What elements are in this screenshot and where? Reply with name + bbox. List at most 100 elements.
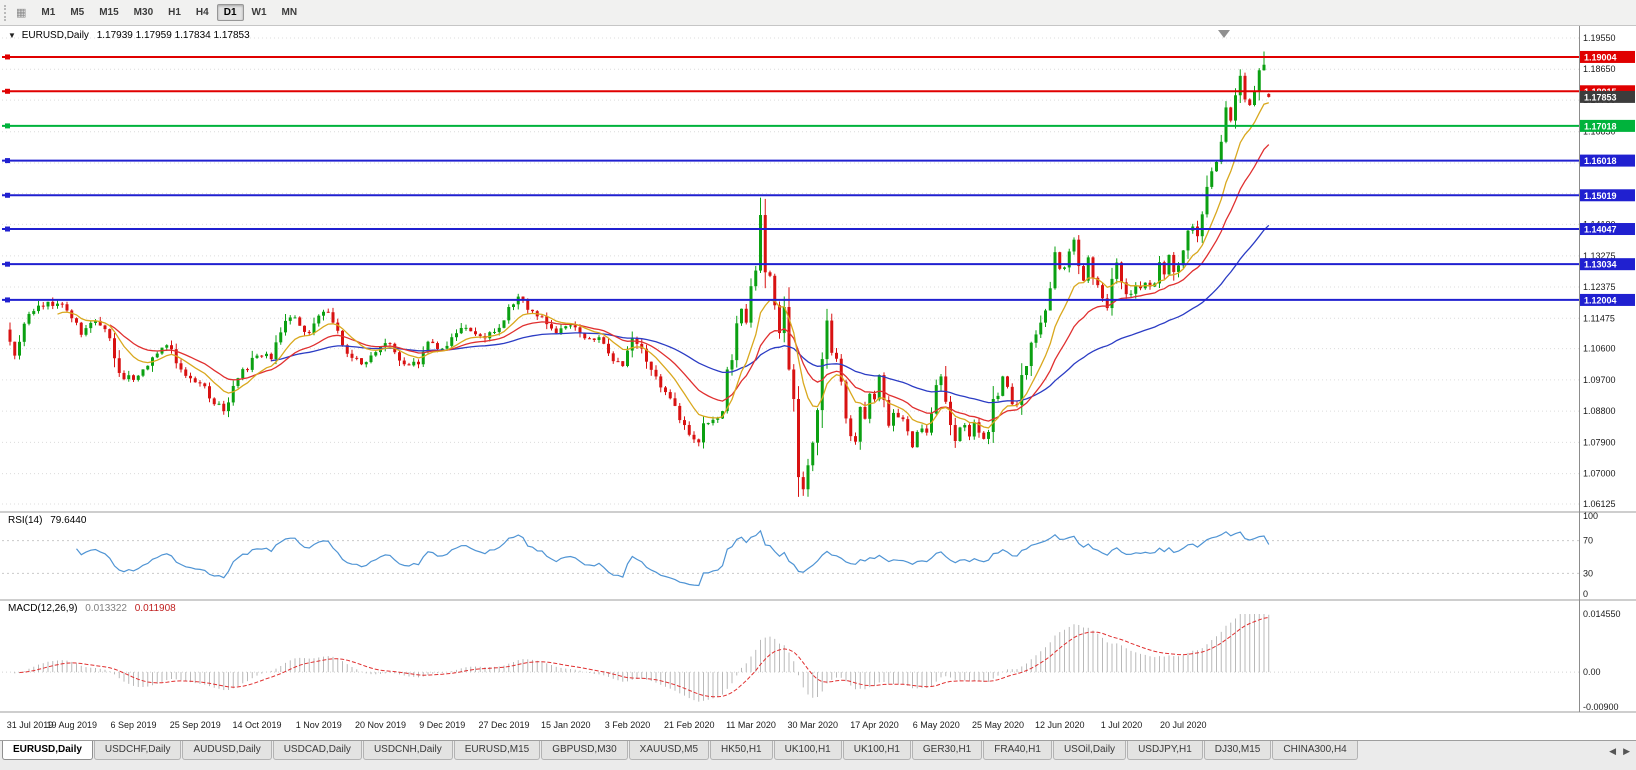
timeframes-icon[interactable]: ▦: [16, 7, 27, 19]
candle-body: [944, 376, 948, 402]
chart-tab-USDCNH-Daily[interactable]: USDCNH,Daily: [362, 741, 453, 760]
date-tick-label: 6 Sep 2019: [110, 720, 156, 730]
chart-tab-FRA40-H1[interactable]: FRA40,H1: [983, 741, 1052, 760]
candle-body: [440, 348, 444, 350]
candle-body: [350, 353, 354, 358]
candle-body: [246, 369, 249, 371]
price-level-badge-label: 1.13034: [1584, 260, 1617, 270]
chart-tab-GER30-H1[interactable]: GER30,H1: [911, 741, 983, 760]
candle-body: [493, 331, 496, 333]
chart-tab-EURUSD-Daily[interactable]: EURUSD,Daily: [2, 741, 93, 760]
timeframe-button-D1[interactable]: D1: [216, 4, 244, 21]
tab-scroll-arrows: ◀ ▶: [1609, 746, 1630, 757]
chart-tab-UK100-H1[interactable]: UK100,H1: [773, 741, 842, 760]
candle-body: [1101, 285, 1104, 299]
chart-shift-marker[interactable]: [1218, 30, 1230, 38]
chart-tab-UK100-H1[interactable]: UK100,H1: [842, 741, 911, 760]
timeframe-button-H4[interactable]: H4: [195, 7, 209, 18]
price-level-badge: [1580, 189, 1635, 202]
candle-body: [412, 361, 416, 366]
candle-body: [383, 343, 387, 347]
candle-body: [502, 320, 506, 328]
level-drag-handle[interactable]: [5, 226, 10, 232]
candle-body: [345, 345, 349, 354]
chart-tab-AUDUSD-Daily[interactable]: AUDUSD,Daily: [182, 741, 272, 760]
candle-body: [1158, 262, 1161, 284]
candle-body: [13, 341, 17, 356]
timeframe-button-H1[interactable]: H1: [168, 7, 181, 18]
candle-body: [706, 423, 710, 425]
candle-body: [616, 361, 620, 363]
candle-body: [407, 364, 411, 366]
candle-body: [877, 375, 881, 400]
candle-body: [968, 425, 971, 437]
level-drag-handle[interactable]: [5, 54, 10, 60]
candle-body: [1248, 99, 1252, 105]
candle-body: [730, 360, 734, 370]
candle-body: [811, 442, 815, 466]
macd-tick-label: -0.00900: [1583, 702, 1619, 712]
candle-body: [51, 301, 55, 306]
chart-tab-HK50-H1[interactable]: HK50,H1: [710, 741, 773, 760]
timeframe-button-M1[interactable]: M1: [41, 7, 56, 18]
chart-tab-USDCAD-Daily[interactable]: USDCAD,Daily: [272, 741, 362, 760]
window-menu-icon[interactable]: ▼: [8, 31, 16, 40]
timeframe-button-W1[interactable]: W1: [251, 7, 267, 18]
candle-body: [645, 348, 648, 362]
date-tick-label: 12 Jun 2020: [1035, 720, 1085, 730]
toolbar-grip[interactable]: [4, 4, 10, 21]
level-drag-handle[interactable]: [5, 297, 10, 303]
chart-tab-DJ30-M15[interactable]: DJ30,M15: [1203, 741, 1272, 760]
ma-fast-line: [57, 102, 1269, 429]
level-drag-handle[interactable]: [5, 158, 10, 164]
timeframe-button-M15[interactable]: M15: [99, 7, 119, 18]
level-drag-handle[interactable]: [5, 123, 10, 129]
tab-scroll-right-button[interactable]: ▶: [1623, 746, 1630, 756]
candle-body: [906, 419, 910, 432]
chart-tab-EURUSD-M15[interactable]: EURUSD,M15: [453, 741, 541, 760]
candle-body: [1067, 251, 1071, 268]
candle-body: [839, 358, 843, 382]
timeframe-button-M30[interactable]: M30: [133, 7, 154, 18]
candle-body: [801, 477, 805, 490]
chart-tab-GBPUSD-M30[interactable]: GBPUSD,M30: [541, 741, 628, 760]
chart-title-bar: ▼ EURUSD,Daily 1.17939 1.17959 1.17834 1…: [8, 30, 255, 41]
chart-tab-USDJPY-H1[interactable]: USDJPY,H1: [1127, 741, 1203, 760]
timeframe-button-M5[interactable]: M5: [70, 7, 85, 18]
candle-body: [307, 331, 311, 334]
date-tick-label: 25 Sep 2019: [170, 720, 221, 730]
candle-body: [1148, 282, 1152, 287]
price-level-badge-label: 1.12004: [1584, 295, 1617, 305]
price-level-badge: [1580, 50, 1635, 63]
candle-body: [588, 338, 591, 340]
chart-tab-USDCHF-Daily[interactable]: USDCHF,Daily: [93, 741, 182, 760]
candle-body: [322, 311, 325, 316]
candle-body: [1120, 262, 1123, 283]
candle-body: [65, 304, 69, 311]
candlestick-series: [8, 51, 1271, 497]
candle-body: [426, 341, 430, 352]
candle-body: [597, 337, 601, 340]
candle-body: [37, 305, 40, 312]
level-drag-handle[interactable]: [5, 88, 10, 94]
candle-body: [744, 308, 748, 323]
candle-body: [32, 311, 36, 314]
date-tick-label: 30 Mar 2020: [787, 720, 838, 730]
price-tick-label: 1.19550: [1583, 33, 1616, 43]
candle-body: [303, 325, 306, 332]
candle-body: [236, 378, 240, 386]
candle-body: [611, 353, 615, 362]
chart-tab-USOil-Daily[interactable]: USOil,Daily: [1052, 741, 1127, 760]
tab-scroll-left-button[interactable]: ◀: [1609, 746, 1617, 756]
price-level-badge-label: 1.16018: [1584, 156, 1617, 166]
candle-body: [265, 353, 268, 357]
level-drag-handle[interactable]: [5, 192, 10, 198]
candle-body: [1020, 375, 1024, 405]
chart-tab-CHINA300-H4[interactable]: CHINA300,H4: [1272, 741, 1358, 760]
candle-body: [364, 362, 368, 365]
chart-tab-XAUUSD-M5[interactable]: XAUUSD,M5: [628, 741, 710, 760]
candle-body: [298, 317, 302, 326]
timeframe-button-MN[interactable]: MN: [281, 7, 298, 18]
level-drag-handle[interactable]: [5, 261, 10, 267]
candle-body: [1224, 107, 1228, 142]
